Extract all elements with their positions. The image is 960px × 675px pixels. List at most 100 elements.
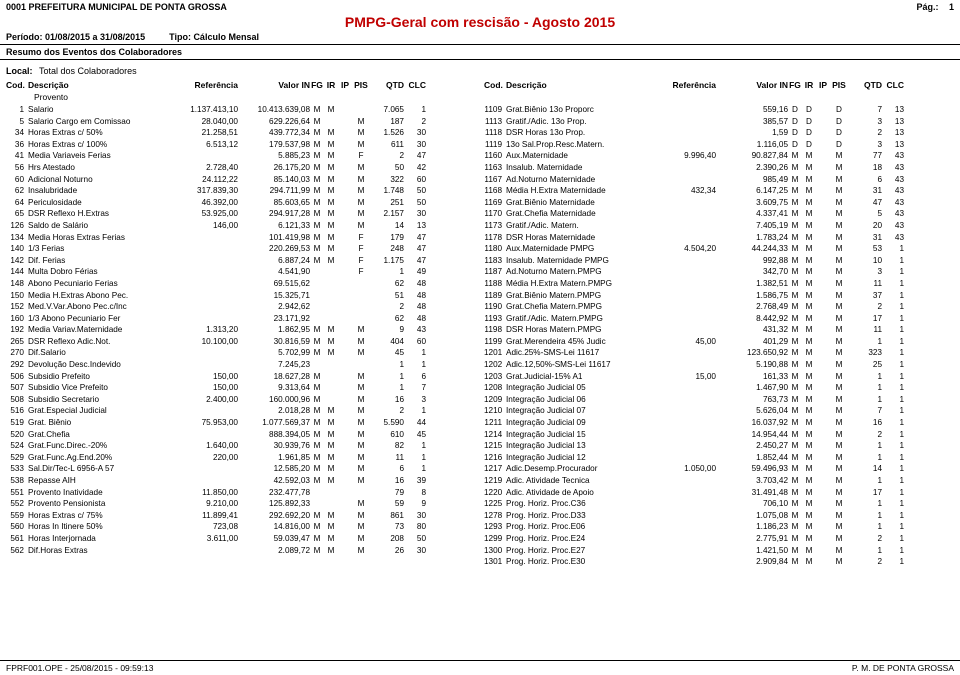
cell-ip — [816, 104, 830, 116]
cell-ip — [338, 359, 352, 371]
cell-cod: 1201 — [484, 347, 506, 359]
cell-ref — [656, 452, 716, 464]
cell-pis: M — [352, 545, 370, 557]
cell-val: 10.413.639,08 — [238, 104, 310, 116]
cell-ref — [178, 255, 238, 267]
cell-ir: M — [802, 278, 816, 290]
cell-fg: M — [788, 301, 802, 313]
cell-qtd: 1 — [370, 359, 404, 371]
cell-qtd: 11 — [848, 278, 882, 290]
cell-pis: M — [352, 394, 370, 406]
cell-desc: Multa Dobro Férias — [28, 266, 178, 278]
cell-ir: M — [802, 232, 816, 244]
cell-cod: 1199 — [484, 336, 506, 348]
cell-fg: M — [788, 475, 802, 487]
cell-fg: M — [788, 545, 802, 557]
cell-cod: 41 — [6, 150, 28, 162]
cell-cod: 1220 — [484, 487, 506, 499]
cell-ir: M — [324, 545, 338, 557]
cell-ref — [178, 359, 238, 371]
cell-desc: Gratif./Adic. Matern. — [506, 220, 656, 232]
cell-fg: M — [310, 116, 324, 128]
cell-qtd: 16 — [370, 394, 404, 406]
cell-desc: Aux.Maternidade — [506, 150, 656, 162]
table-row: 516Grat.Especial Judicial2.018,28MMM21 — [6, 405, 476, 417]
cell-pis: M — [830, 174, 848, 186]
cell-val: 888.394,05 — [238, 429, 310, 441]
cell-ip — [816, 405, 830, 417]
cell-pis: M — [352, 533, 370, 545]
cell-desc: Integração Judicial 05 — [506, 382, 656, 394]
cell-val: 14.954,44 — [716, 429, 788, 441]
cell-val: 439.772,34 — [238, 127, 310, 139]
cell-val: 2.775,91 — [716, 533, 788, 545]
cell-ref — [656, 266, 716, 278]
cell-clc: 43 — [882, 150, 904, 162]
table-row: 56Hrs Atestado2.728,4026.175,20MMM5042 — [6, 162, 476, 174]
cell-desc: DSR Horas 13o Prop. — [506, 127, 656, 139]
cell-desc: Sal.Dir/Tec-L 6956-A 57 — [28, 463, 178, 475]
cell-ip — [338, 266, 352, 278]
cell-pis: M — [830, 394, 848, 406]
cell-desc: Salario — [28, 104, 178, 116]
table-row: 1190Grat.Chefia Matern.PMPG2.768,49MMM21 — [484, 301, 954, 313]
cell-fg: M — [310, 336, 324, 348]
cell-desc: DSR Reflexo Adic.Not. — [28, 336, 178, 348]
cell-cod: 192 — [6, 324, 28, 336]
cell-clc: 44 — [404, 417, 426, 429]
table-row: 1180Aux.Maternidade PMPG4.504,2044.244,3… — [484, 243, 954, 255]
cell-cod: 1173 — [484, 220, 506, 232]
cell-qtd: 611 — [370, 139, 404, 151]
table-row: 152Med.V.Var.Abono Pec.c/Inc2.942,62248 — [6, 301, 476, 313]
cell-ref — [656, 510, 716, 522]
cell-clc: 30 — [404, 208, 426, 220]
cell-val: 123.650,92 — [716, 347, 788, 359]
cell-clc: 50 — [404, 197, 426, 209]
cell-cod: 1210 — [484, 405, 506, 417]
cell-qtd: 37 — [848, 290, 882, 302]
cell-val: 763,73 — [716, 394, 788, 406]
cell-pis: M — [830, 208, 848, 220]
table-row: 524Grat.Func.Direc.-20%1.640,0030.939,76… — [6, 440, 476, 452]
cell-ir — [324, 394, 338, 406]
cell-val: 1.852,44 — [716, 452, 788, 464]
cell-val: 59.496,93 — [716, 463, 788, 475]
cell-cod: 1119 — [484, 139, 506, 151]
table-row: 1216Integração Judicial 121.852,44MMM11 — [484, 452, 954, 464]
cell-fg: M — [788, 487, 802, 499]
cell-fg: M — [310, 405, 324, 417]
cell-pis: M — [830, 347, 848, 359]
cell-ir: M — [802, 521, 816, 533]
cell-qtd: 7 — [848, 405, 882, 417]
cell-fg: M — [310, 463, 324, 475]
cell-ip — [338, 347, 352, 359]
cell-qtd: 2 — [370, 405, 404, 417]
tipo-label: Tipo: Cálculo Mensal — [169, 32, 259, 42]
cell-val: 431,32 — [716, 324, 788, 336]
cell-qtd: 404 — [370, 336, 404, 348]
cell-ir: M — [802, 498, 816, 510]
cell-clc: 47 — [404, 232, 426, 244]
cell-fg: M — [788, 174, 802, 186]
cell-ref: 2.400,00 — [178, 394, 238, 406]
table-row: 1168Média H.Extra Maternidade432,346.147… — [484, 185, 954, 197]
cell-qtd: 31 — [848, 185, 882, 197]
cell-clc: 1 — [882, 545, 904, 557]
cell-cod: 1300 — [484, 545, 506, 557]
cell-desc: Ad.Noturno Maternidade — [506, 174, 656, 186]
cell-fg: M — [310, 197, 324, 209]
cell-cod: 1160 — [484, 150, 506, 162]
cell-pis: M — [830, 197, 848, 209]
cell-fg: M — [788, 405, 802, 417]
cell-ir — [324, 498, 338, 510]
cell-val: 69.515,62 — [238, 278, 310, 290]
cell-qtd: 5.590 — [370, 417, 404, 429]
cell-qtd: 16 — [848, 417, 882, 429]
cell-cod: 1299 — [484, 533, 506, 545]
table-row: 1178DSR Horas Maternidade1.783,24MMM3143 — [484, 232, 954, 244]
org-name: 0001 PREFEITURA MUNICIPAL DE PONTA GROSS… — [6, 2, 227, 12]
cell-ir: M — [802, 417, 816, 429]
cell-ip — [816, 429, 830, 441]
cell-cod: 265 — [6, 336, 28, 348]
cell-cod: 1187 — [484, 266, 506, 278]
